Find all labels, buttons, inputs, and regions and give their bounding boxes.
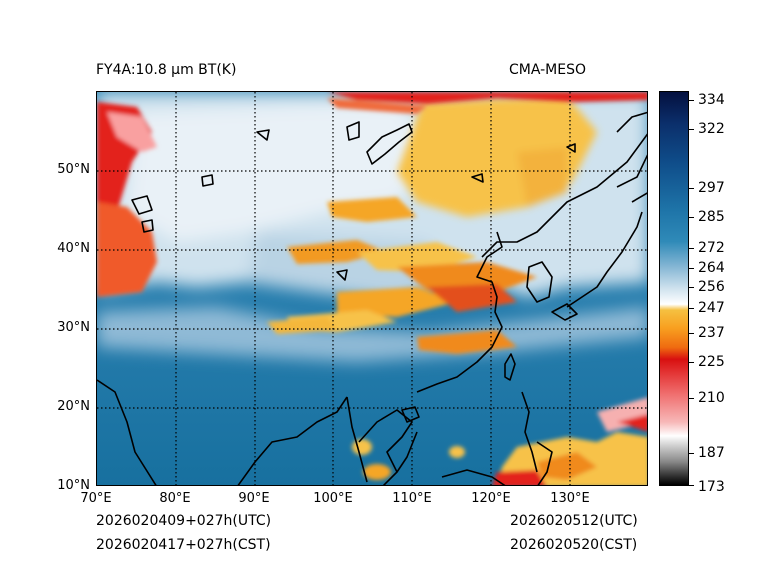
lon-label-100e: 100°E bbox=[313, 491, 353, 506]
cb-label-247: 247 bbox=[698, 300, 725, 316]
cb-label-210: 210 bbox=[698, 390, 725, 406]
cb-label-322: 322 bbox=[698, 121, 725, 137]
valid-time-utc: 2026020512(UTC) bbox=[510, 513, 638, 529]
top-red-band bbox=[327, 92, 647, 114]
init-time-utc: 2026020409+027h(UTC) bbox=[96, 513, 272, 529]
cb-label-264: 264 bbox=[698, 260, 725, 276]
cb-label-297: 297 bbox=[698, 180, 725, 196]
cb-label-285: 285 bbox=[698, 209, 725, 225]
lon-label-80e: 80°E bbox=[159, 491, 191, 506]
cb-label-187: 187 bbox=[698, 445, 725, 461]
cb-label-272: 272 bbox=[698, 240, 725, 256]
lat-label-30n: 30°N bbox=[57, 320, 90, 335]
init-time-cst: 2026020417+027h(CST) bbox=[96, 537, 271, 553]
cb-label-225: 225 bbox=[698, 354, 725, 370]
satellite-map bbox=[96, 91, 648, 486]
central-cloud-bands bbox=[267, 197, 537, 354]
lon-label-120e: 120°E bbox=[471, 491, 511, 506]
cb-label-173: 173 bbox=[698, 479, 725, 495]
colorbar bbox=[659, 91, 689, 486]
cb-label-237: 237 bbox=[698, 325, 725, 341]
cb-label-334: 334 bbox=[698, 92, 725, 108]
indochina-convection bbox=[352, 439, 465, 480]
cb-label-256: 256 bbox=[698, 279, 725, 295]
lon-label-110e: 110°E bbox=[392, 491, 432, 506]
coastlines bbox=[97, 111, 647, 485]
lon-label-130e: 130°E bbox=[550, 491, 590, 506]
model-source-title: CMA-MESO bbox=[509, 62, 587, 78]
lat-label-10n: 10°N bbox=[57, 478, 90, 493]
lon-label-70e: 70°E bbox=[80, 491, 112, 506]
product-title: FY4A:10.8 µm BT(K) bbox=[96, 62, 237, 78]
yellow-cloud-north bbox=[397, 96, 597, 217]
lat-label-40n: 40°N bbox=[57, 241, 90, 256]
brightness-temperature-field bbox=[97, 92, 647, 485]
southeast-convection bbox=[492, 397, 647, 485]
lat-label-20n: 20°N bbox=[57, 399, 90, 414]
lat-label-50n: 50°N bbox=[57, 162, 90, 177]
valid-time-cst: 2026020520(CST) bbox=[510, 537, 638, 553]
lon-label-90e: 90°E bbox=[238, 491, 270, 506]
graticule bbox=[97, 92, 647, 485]
